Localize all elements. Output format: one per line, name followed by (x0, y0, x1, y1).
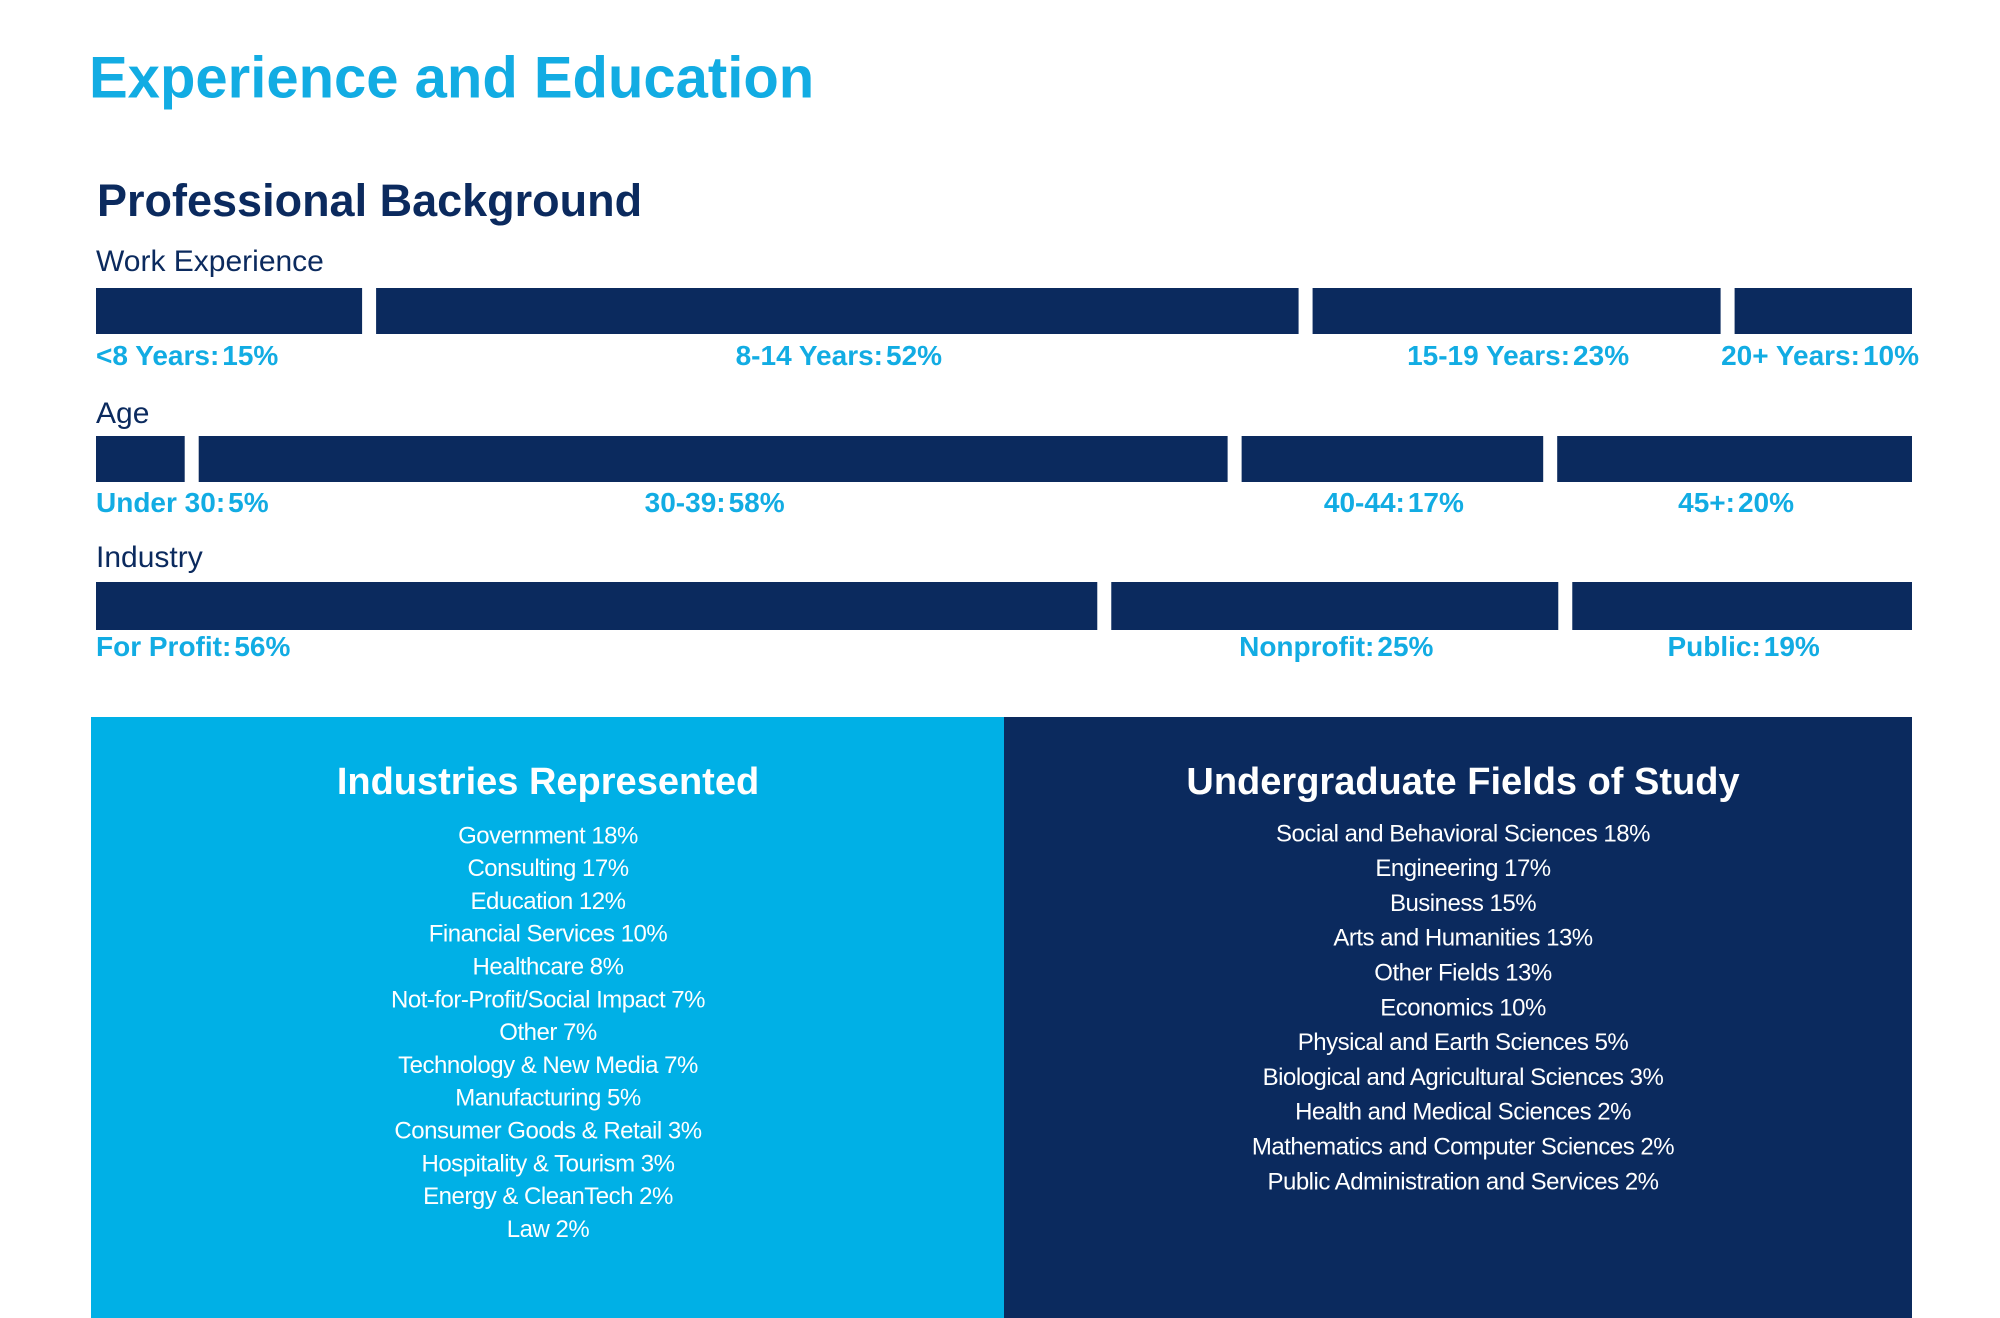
segment-name: 45+: (1678, 487, 1735, 518)
group-label: Work Experience (96, 245, 324, 278)
segment-label: For Profit: 56% (96, 631, 290, 662)
segment-value: 15% (222, 340, 278, 371)
segment-value: 52% (886, 340, 942, 371)
list-item: Engineering 17% (1375, 855, 1550, 882)
segment-name: For Profit: (96, 631, 231, 662)
list-item: Government 18% (458, 822, 638, 849)
segment-label: 15-19 Years: 23% (1407, 340, 1629, 371)
list-item: Manufacturing 5% (455, 1085, 641, 1112)
segment-value: 58% (729, 487, 785, 518)
list-item: Technology & New Media 7% (398, 1052, 698, 1079)
segment-label: 45+: 20% (1678, 487, 1794, 518)
panel-title: Industries Represented (337, 761, 759, 803)
segment-value: 25% (1377, 631, 1433, 662)
list-item: Healthcare 8% (473, 954, 624, 981)
group-label: Age (96, 397, 149, 430)
bar-segment (1734, 288, 1912, 334)
bar-segment (96, 582, 1098, 630)
bar-segment (96, 288, 363, 334)
segment-value: 5% (228, 487, 269, 518)
segment-name: 15-19 Years: (1407, 340, 1570, 371)
bar-segment (1241, 436, 1544, 482)
segment-name: 40-44: (1324, 487, 1405, 518)
list-item: Consumer Goods & Retail 3% (394, 1118, 701, 1145)
segment-name: 30-39: (645, 487, 726, 518)
industries-panel (91, 717, 1004, 1318)
segment-label: 8-14 Years: 52% (736, 340, 943, 371)
segment-value: 17% (1408, 487, 1464, 518)
list-item: Not-for-Profit/Social Impact 7% (391, 986, 705, 1013)
list-item: Physical and Earth Sciences 5% (1298, 1029, 1629, 1056)
segment-name: Nonprofit: (1239, 631, 1374, 662)
list-item: Energy & CleanTech 2% (423, 1183, 673, 1210)
bar-segment (1312, 288, 1721, 334)
segment-name: 20+ Years: (1721, 340, 1860, 371)
bar-segment (1111, 582, 1559, 630)
segment-name: <8 Years: (96, 340, 219, 371)
list-item: Mathematics and Computer Sciences 2% (1252, 1134, 1674, 1161)
segment-value: 20% (1738, 487, 1794, 518)
section-title: Professional Background (97, 175, 642, 226)
panel-title: Undergraduate Fields of Study (1186, 761, 1739, 803)
segment-label: Public: 19% (1667, 631, 1819, 662)
list-item: Economics 10% (1380, 994, 1546, 1021)
bar-segment (1572, 582, 1912, 630)
segment-label: <8 Years: 15% (96, 340, 278, 371)
bar-segment (96, 436, 185, 482)
list-item: Health and Medical Sciences 2% (1295, 1099, 1631, 1126)
segment-name: Public: (1667, 631, 1760, 662)
segment-label: Nonprofit: 25% (1239, 631, 1433, 662)
list-item: Other Fields 13% (1374, 960, 1552, 987)
list-item: Hospitality & Tourism 3% (422, 1150, 675, 1177)
bar-segment (376, 288, 1299, 334)
list-item: Law 2% (507, 1216, 590, 1243)
segment-name: Under 30: (96, 487, 225, 518)
segment-value: 23% (1573, 340, 1629, 371)
segment-label: Under 30: 5% (96, 487, 269, 518)
page-title: Experience and Education (89, 45, 814, 110)
list-item: Biological and Agricultural Sciences 3% (1263, 1064, 1664, 1091)
segment-name: 8-14 Years: (736, 340, 883, 371)
group-label: Industry (96, 541, 203, 574)
list-item: Financial Services 10% (429, 921, 668, 948)
segment-value: 10% (1863, 340, 1919, 371)
list-item: Social and Behavioral Sciences 18% (1276, 820, 1650, 847)
list-item: Consulting 17% (467, 855, 628, 882)
bar-segment (198, 436, 1228, 482)
segment-label: 30-39: 58% (645, 487, 785, 518)
segment-value: 56% (234, 631, 290, 662)
list-item: Other 7% (499, 1019, 597, 1046)
list-item: Education 12% (471, 888, 626, 915)
segment-label: 40-44: 17% (1324, 487, 1464, 518)
fields-panel (1004, 717, 1912, 1318)
bar-segment (1557, 436, 1912, 482)
segment-value: 19% (1764, 631, 1820, 662)
segment-label: 20+ Years: 10% (1721, 340, 1919, 371)
list-item: Public Administration and Services 2% (1267, 1168, 1658, 1195)
list-item: Arts and Humanities 13% (1333, 925, 1592, 952)
list-item: Business 15% (1390, 890, 1536, 917)
